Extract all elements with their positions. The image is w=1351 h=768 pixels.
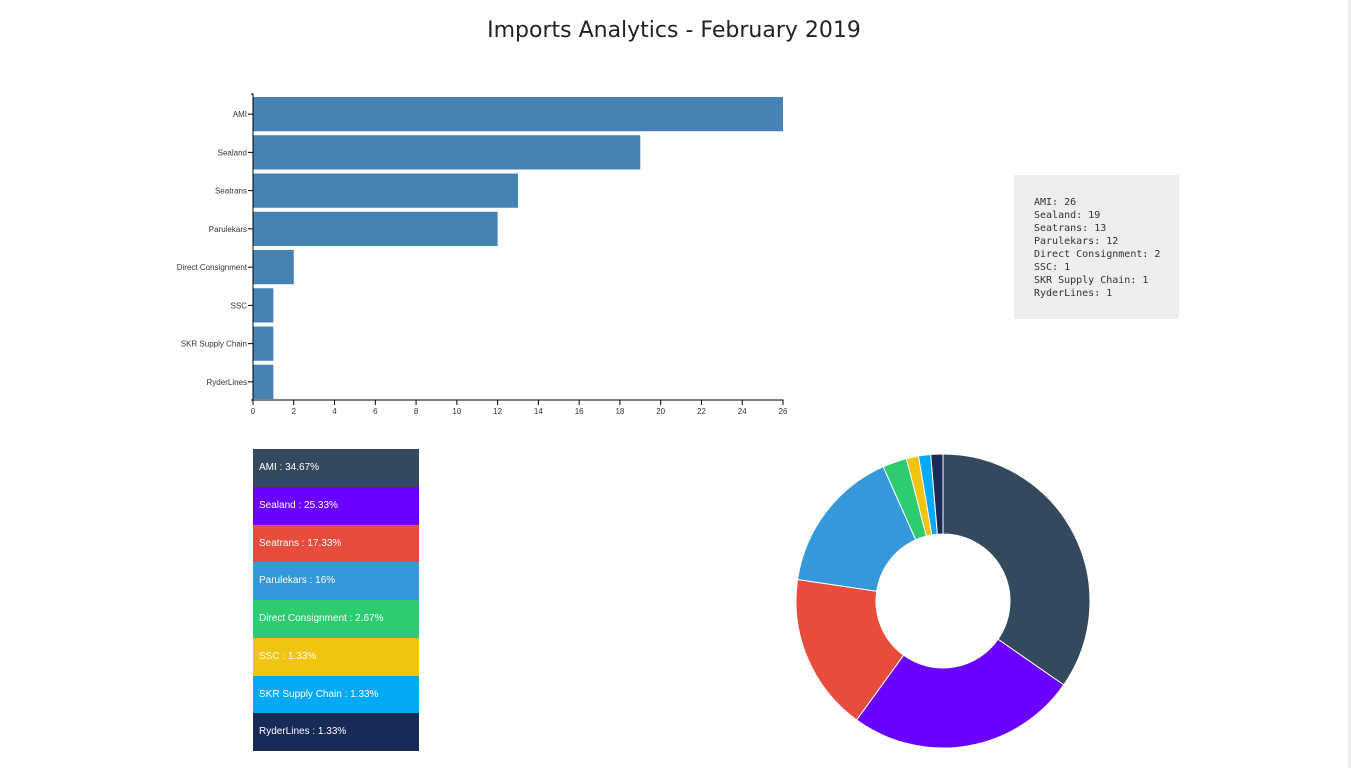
x-tick-label: 10 — [452, 407, 461, 416]
y-tick-label: Direct Consignment — [177, 263, 248, 272]
scrollbar-edge — [1348, 0, 1351, 768]
bar[interactable] — [253, 135, 641, 170]
legend-item-ami[interactable]: AMI : 34.67% — [253, 449, 419, 487]
tooltip-line: AMI: 26 — [1034, 197, 1077, 208]
x-tick-label: 18 — [615, 407, 624, 416]
y-tick-label: Parulekars — [209, 225, 247, 234]
x-tick-label: 14 — [534, 407, 543, 416]
tooltip-line: RyderLines: 1 — [1034, 288, 1113, 299]
y-tick-label: RyderLines — [207, 378, 247, 387]
x-axis-line — [252, 399, 784, 402]
legend-item-seatrans[interactable]: Seatrans : 17.33% — [253, 524, 419, 563]
bar[interactable] — [253, 250, 294, 285]
y-tick-label: SSC — [231, 301, 248, 310]
donut-chart — [795, 453, 1091, 749]
page-title: Imports Analytics - February 2019 — [487, 18, 861, 43]
donut-slice[interactable] — [855, 638, 1065, 749]
donut-slice[interactable] — [797, 466, 917, 592]
y-tick-label: Sealand — [218, 148, 247, 157]
x-tick-label: 12 — [493, 407, 502, 416]
y-tick-label: Seatrans — [215, 187, 247, 196]
bar[interactable] — [253, 97, 783, 132]
tooltip-line: Parulekars: 12 — [1034, 236, 1119, 247]
bar[interactable] — [253, 211, 498, 246]
x-tick-label: 6 — [373, 407, 378, 416]
x-tick-label: 26 — [779, 407, 788, 416]
tooltip-line: SKR Supply Chain: 1 — [1034, 275, 1149, 286]
bar-chart: AMI Sealand Seatrans Parulekars Direct Consi… — [177, 93, 788, 416]
x-tick-label: 22 — [697, 407, 706, 416]
tooltip-line: SSC: 1 — [1034, 262, 1071, 273]
x-tick-label: 8 — [414, 407, 419, 416]
y-tick-label: SKR Supply Chain — [181, 340, 247, 349]
bar[interactable] — [253, 326, 274, 361]
tooltip-line: Direct Consignment: 2 — [1034, 249, 1161, 260]
legend-item-skr-supply-chain[interactable]: SKR Supply Chain : 1.33% — [253, 675, 419, 714]
x-tick-label: 16 — [575, 407, 584, 416]
legend-item-direct-consignment[interactable]: Direct Consignment : 2.67% — [253, 600, 419, 638]
bar[interactable] — [253, 173, 518, 208]
donut-slice[interactable] — [942, 453, 1091, 686]
y-tick-label: AMI — [233, 110, 247, 119]
x-tick-label: 0 — [251, 407, 256, 416]
tooltip-line: Seatrans: 13 — [1034, 223, 1107, 234]
bar[interactable] — [253, 364, 274, 399]
x-tick-label: 24 — [738, 407, 747, 416]
tooltip-line: Sealand: 19 — [1034, 210, 1101, 221]
x-tick-label: 2 — [292, 407, 297, 416]
legend-item-sealand[interactable]: Sealand : 25.33% — [253, 486, 419, 525]
legend-item-ryderlines[interactable]: RyderLines : 1.33% — [253, 713, 419, 751]
value-tooltip: AMI: 26 Sealand: 19 Seatrans: 13 Parulek… — [1014, 175, 1179, 319]
legend-item-ssc[interactable]: SSC : 1.33% — [253, 637, 419, 676]
x-tick-label: 20 — [656, 407, 665, 416]
donut-slice[interactable] — [795, 578, 905, 721]
donut-slice[interactable] — [930, 453, 944, 535]
legend-item-parulekars[interactable]: Parulekars : 16% — [253, 562, 419, 600]
y-axis-line — [251, 93, 254, 401]
x-tick-label: 4 — [332, 407, 337, 416]
percentage-legend: AMI : 34.67% Sealand : 25.33% Seatrans :… — [253, 449, 419, 751]
bar[interactable] — [253, 288, 274, 323]
